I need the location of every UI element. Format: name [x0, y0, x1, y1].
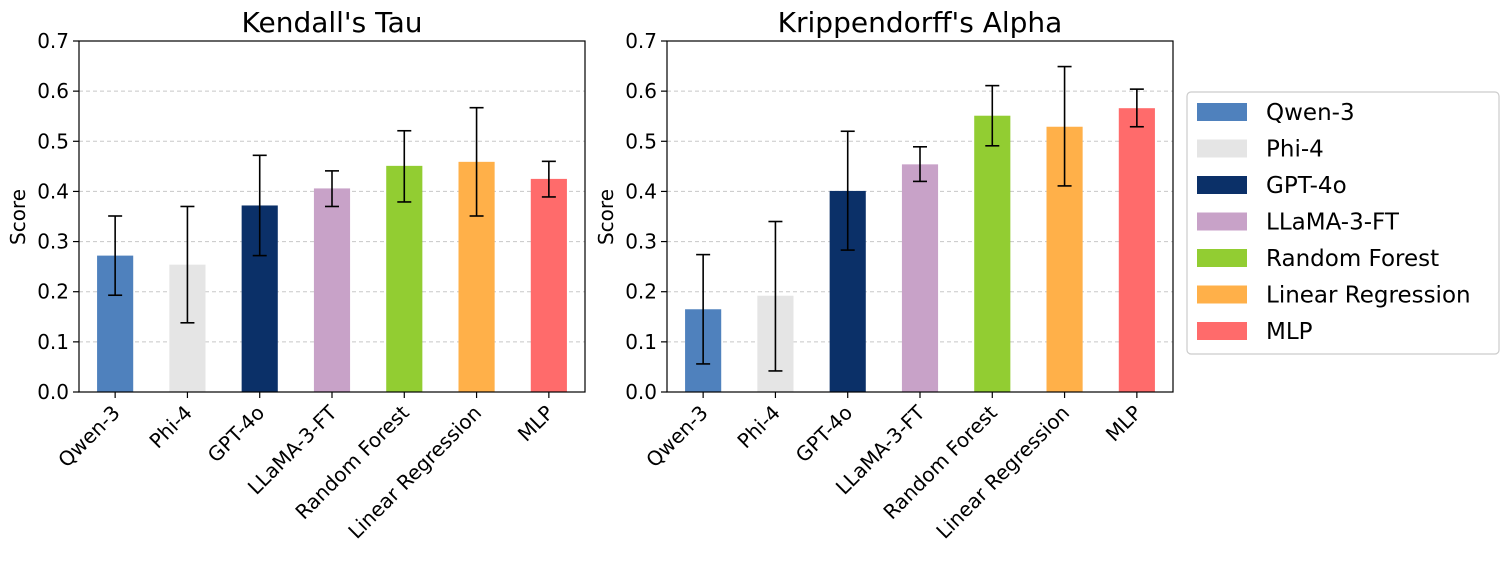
legend-label: Linear Regression: [1266, 283, 1471, 309]
legend-swatch: [1197, 103, 1247, 121]
bar: [386, 165, 423, 392]
y-axis-label: Score: [594, 189, 618, 245]
y-tick-label: 0.7: [37, 29, 69, 53]
legend-swatch: [1197, 212, 1247, 231]
bar: [901, 164, 939, 392]
chart-title: Krippendorff's Alpha: [778, 6, 1063, 39]
bar: [974, 115, 1011, 392]
x-tick-label: MLP: [1101, 401, 1147, 447]
legend: Qwen-3 Phi-4 GPT-4o LLaMA-3-FT Random Forest…: [1186, 91, 1500, 355]
legend-label: GPT-4o: [1266, 173, 1347, 199]
y-tick-label: 0.3: [625, 230, 657, 254]
bar: [1118, 108, 1155, 392]
y-axis-label: Score: [6, 189, 30, 245]
legend-label: Random Forest: [1266, 246, 1439, 272]
x-tick-label: Linear Regression: [343, 401, 486, 544]
y-tick-label: 0.2: [37, 280, 69, 304]
x-tick-label: Qwen-3: [53, 401, 124, 472]
y-tick-label: 0.7: [625, 29, 657, 53]
kendalls-tau-panel: Kendall's Tau Score 0.0 0.1 0.2 0.3 0.4 0.5 0.…: [6, 6, 586, 544]
chart-title: Kendall's Tau: [242, 6, 423, 39]
y-tick-label: 0.5: [37, 129, 69, 153]
y-tick-label: 0.6: [37, 79, 69, 103]
x-tick-label: Linear Regression: [931, 401, 1074, 544]
legend-label: Qwen-3: [1266, 100, 1355, 126]
y-tick-label: 0.6: [625, 79, 657, 103]
legend-swatch: [1197, 322, 1247, 340]
x-tick-label: Phi-4: [144, 401, 196, 453]
legend-swatch: [1197, 249, 1247, 267]
legend-frame: [1186, 91, 1500, 355]
legend-label: Phi-4: [1266, 137, 1324, 163]
legend-label: LLaMA-3-FT: [1266, 210, 1400, 236]
bar: [530, 178, 567, 392]
y-tick-label: 0.1: [625, 330, 657, 354]
y-tick-label: 0.5: [625, 129, 657, 153]
x-tick-label: GPT-4o: [791, 401, 858, 468]
y-tick-label: 0.0: [37, 380, 69, 404]
x-tick-label: Phi-4: [732, 401, 784, 453]
krippendorffs-alpha-panel: Krippendorff's Alpha Score 0.0 0.1 0.2 0.3 0…: [594, 6, 1174, 544]
legend-swatch: [1197, 285, 1247, 304]
y-tick-label: 0.2: [625, 280, 657, 304]
bar: [313, 188, 351, 392]
y-tick-label: 0.1: [37, 330, 69, 354]
x-tick-label: GPT-4o: [203, 401, 270, 468]
y-tick-label: 0.3: [37, 230, 69, 254]
legend-swatch: [1197, 176, 1247, 194]
x-tick-label: Qwen-3: [641, 401, 712, 472]
legend-swatch: [1197, 139, 1247, 158]
x-tick-label: MLP: [513, 401, 559, 447]
y-tick-label: 0.0: [625, 380, 657, 404]
legend-label: MLP: [1266, 319, 1313, 345]
y-tick-label: 0.4: [37, 179, 69, 203]
y-tick-label: 0.4: [625, 179, 657, 203]
